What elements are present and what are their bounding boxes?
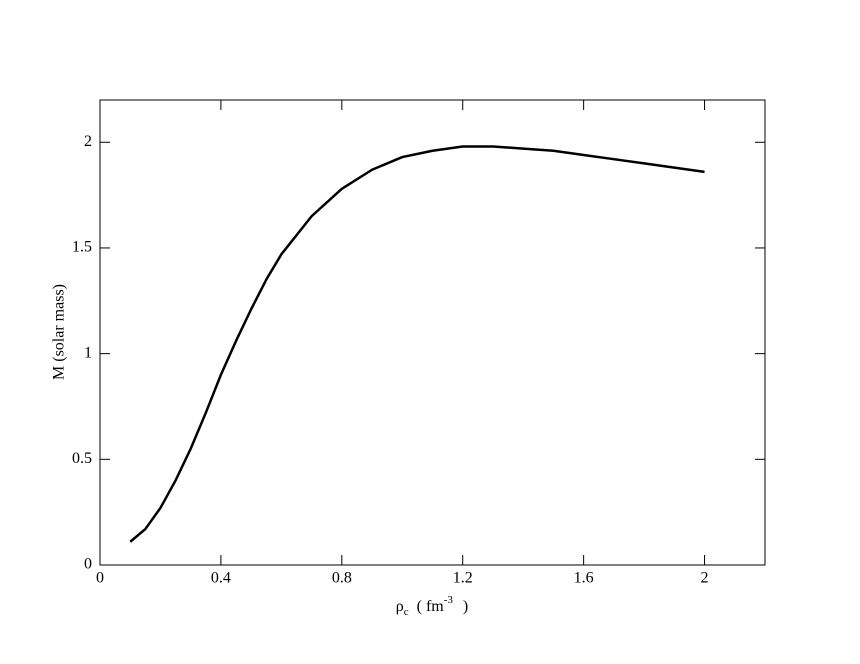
x-tick-label: 0.4 bbox=[211, 570, 231, 587]
y-tick-label: 0.5 bbox=[72, 450, 92, 467]
x-label-close: ) bbox=[463, 598, 468, 615]
y-tick-label: 1 bbox=[84, 344, 92, 361]
x-label-subscript: c bbox=[404, 606, 409, 618]
x-label-exponent: -3 bbox=[444, 594, 454, 606]
y-tick-label: 0 bbox=[84, 556, 92, 573]
x-axis-label: ρc ( fm-3) bbox=[396, 594, 468, 618]
x-tick-label: 0 bbox=[96, 570, 104, 587]
x-tick-label: 1.2 bbox=[453, 570, 473, 587]
plot-frame bbox=[99, 99, 766, 566]
x-label-open: ( fm bbox=[417, 598, 445, 615]
y-tick-label: 1.5 bbox=[72, 239, 92, 256]
x-tick-label: 0.8 bbox=[332, 570, 352, 587]
x-label-symbol: ρ bbox=[396, 598, 404, 615]
y-axis-label: M (solar mass) bbox=[51, 284, 68, 380]
y-tick-label: 2 bbox=[84, 133, 92, 150]
x-tick-label: 1.6 bbox=[574, 570, 594, 587]
data-line bbox=[129, 145, 705, 543]
x-tick-label: 2 bbox=[701, 570, 709, 587]
